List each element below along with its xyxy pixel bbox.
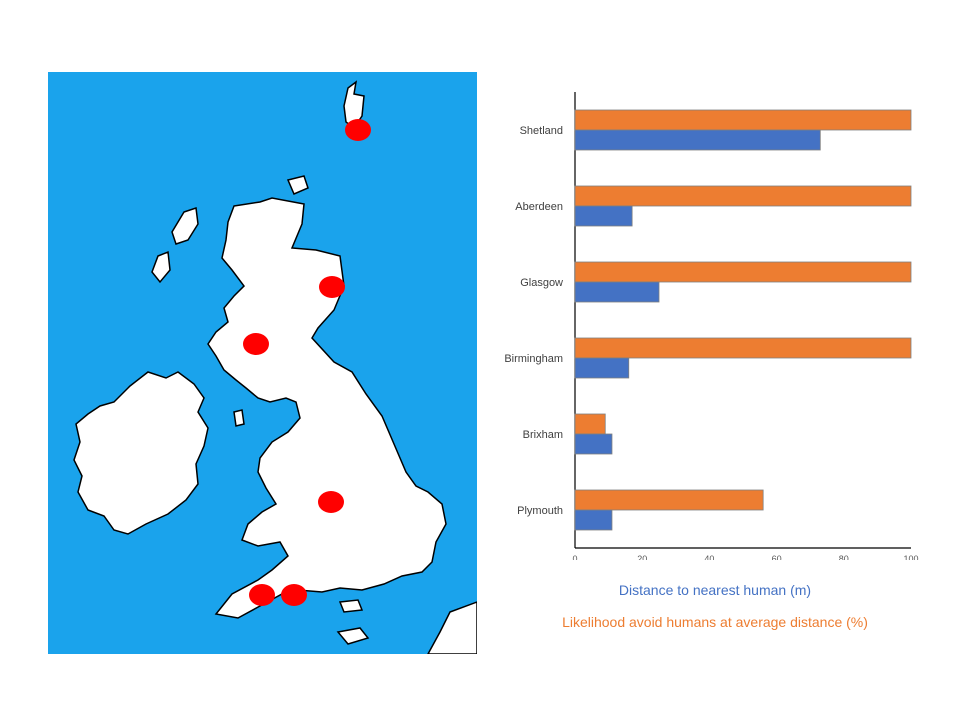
x-tick-label: 80: [839, 554, 849, 560]
bar-likelihood-birmingham: [574, 337, 912, 359]
category-label-shetland: Shetland: [520, 125, 563, 137]
chart-area: Shetland Aberdeen Glasgow Birmingham Brixham…: [480, 80, 950, 564]
marker-shetland: [345, 119, 371, 141]
ireland: [73, 371, 209, 535]
great-britain: [207, 197, 447, 619]
marker-plymouth: [281, 584, 307, 606]
bar-likelihood-plymouth: [574, 489, 764, 511]
marker-aberdeen: [319, 276, 345, 298]
marker-brixham: [249, 584, 275, 606]
category-label-plymouth: Plymouth: [517, 505, 563, 517]
bar-distance-birmingham: [574, 357, 630, 379]
bar-likelihood-glasgow: [574, 261, 912, 283]
isle-of-wight: [338, 599, 364, 613]
shetland-islands: [343, 80, 365, 130]
bar-likelihood-brixham: [574, 413, 606, 435]
bar-likelihood-shetland: [574, 109, 912, 131]
hebrides-small: [151, 250, 171, 284]
bar-likelihood-aberdeen: [574, 185, 912, 207]
bar-distance-plymouth: [574, 509, 613, 531]
marker-birmingham: [318, 491, 344, 513]
legend-likelihood: Likelihood avoid humans at average dista…: [562, 614, 868, 630]
x-tick-label: 40: [704, 554, 714, 560]
uk-map: [48, 72, 477, 654]
bar-distance-shetland: [574, 129, 821, 151]
location-markers: [243, 119, 371, 606]
category-label-brixham: Brixham: [523, 429, 563, 441]
category-label-birmingham: Birmingham: [504, 353, 563, 365]
isle-of-man: [233, 409, 245, 427]
bar-distance-aberdeen: [574, 205, 633, 227]
france-coast: [427, 601, 477, 654]
bar-distance-brixham: [574, 433, 613, 455]
x-tick-label: 0: [572, 554, 577, 560]
x-tick-label: 60: [772, 554, 782, 560]
category-label-aberdeen: Aberdeen: [515, 201, 563, 213]
marker-glasgow: [243, 333, 269, 355]
legend-distance: Distance to nearest human (m): [618, 582, 812, 598]
channel-islands: [336, 627, 370, 645]
bar-distance-glasgow: [574, 281, 660, 303]
orkney-islands: [286, 175, 309, 195]
x-tick-label: 100: [903, 554, 918, 560]
x-tick-label: 20: [637, 554, 647, 560]
category-label-glasgow: Glasgow: [520, 277, 563, 289]
outer-hebrides: [171, 206, 199, 245]
